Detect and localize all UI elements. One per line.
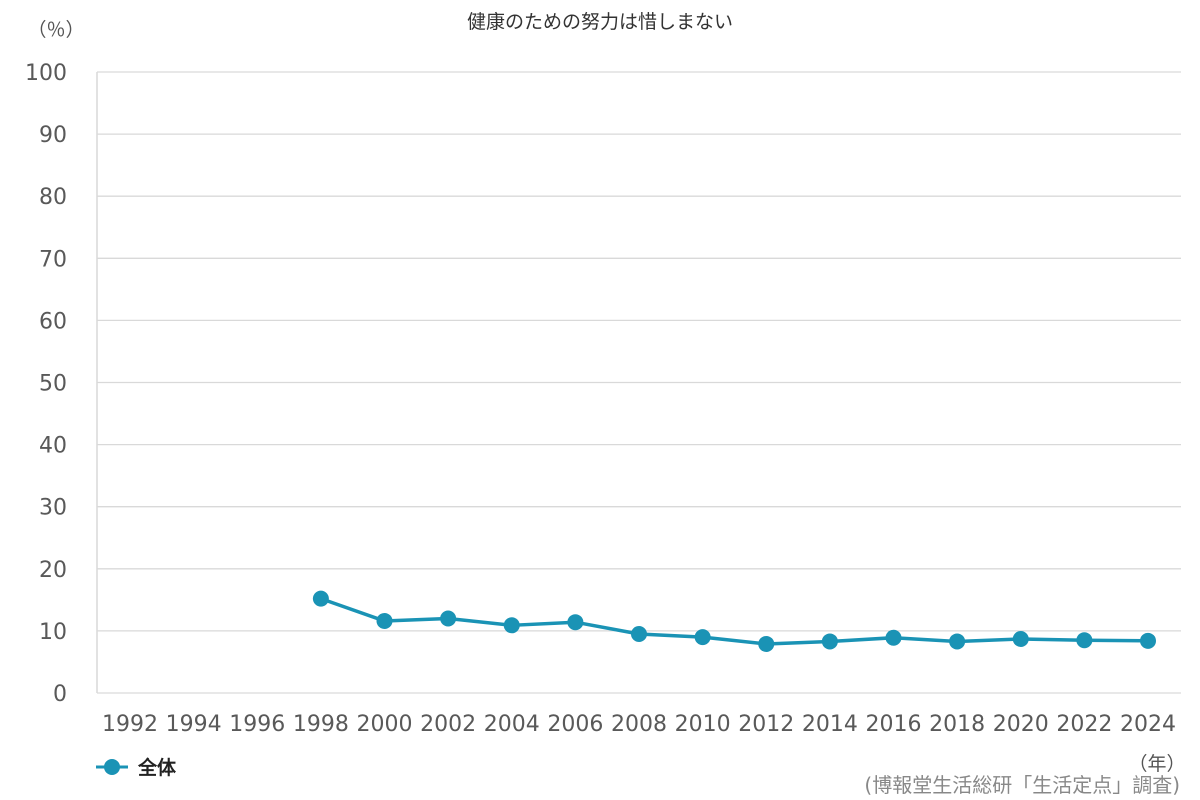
y-tick-label: 30 (39, 496, 67, 521)
data-point (885, 629, 902, 646)
data-point (1012, 630, 1029, 647)
data-point (694, 629, 711, 646)
grid (96, 71, 1181, 694)
x-axis-ticks: 1992 1994 1996 1998 2000 2002 2004 2006 2008 2010… (102, 712, 1176, 737)
x-tick-label: 2022 (1056, 712, 1112, 737)
data-point (440, 610, 457, 627)
y-tick-label: 80 (39, 185, 67, 210)
data-point (376, 612, 393, 629)
y-tick-label: 40 (39, 434, 67, 459)
x-tick-label: 2020 (993, 712, 1049, 737)
x-tick-label: 2010 (675, 712, 731, 737)
x-tick-label: 2006 (547, 712, 603, 737)
data-point (503, 617, 520, 634)
chart-title: 健康のための努力は惜しまない (467, 11, 733, 33)
legend-dot-marker (104, 759, 120, 775)
data-point (758, 635, 775, 652)
data-point (949, 633, 966, 650)
y-tick-label: 90 (39, 123, 67, 148)
x-tick-label: 2012 (738, 712, 794, 737)
x-axis-unit-label: （年） (1128, 753, 1185, 775)
x-tick-label: 2018 (929, 712, 985, 737)
x-tick-label: 1994 (166, 712, 222, 737)
y-tick-label: 70 (39, 247, 67, 272)
y-axis-ticks: 0 10 20 30 40 50 60 70 80 90 100 (25, 61, 67, 707)
y-tick-label: 20 (39, 558, 67, 583)
x-tick-label: 1996 (229, 712, 285, 737)
data-point (631, 626, 647, 643)
y-tick-label: 60 (39, 309, 67, 334)
data-point (312, 590, 329, 607)
legend-label: 全体 (137, 756, 177, 779)
x-tick-label: 2004 (484, 712, 540, 737)
series-layer (312, 590, 1156, 652)
data-point (1140, 632, 1156, 649)
x-tick-label: 2002 (420, 712, 476, 737)
y-tick-label: 10 (39, 620, 67, 645)
x-tick-label: 2008 (611, 712, 667, 737)
data-point (821, 633, 838, 650)
legend: 全体 (96, 756, 177, 779)
x-tick-label: 2024 (1120, 712, 1176, 737)
y-tick-label: 100 (25, 61, 67, 86)
data-point (567, 614, 584, 631)
y-tick-label: 0 (53, 682, 67, 707)
source-note: (博報堂生活総研「生活定点」調査) (864, 773, 1180, 797)
x-tick-label: 1998 (293, 712, 349, 737)
x-tick-label: 1992 (102, 712, 158, 737)
series-line (320, 596, 1149, 646)
x-tick-label: 2000 (357, 712, 413, 737)
y-axis-unit-label: （％） (27, 19, 84, 41)
x-tick-label: 2016 (866, 712, 922, 737)
y-tick-label: 50 (39, 372, 67, 397)
x-tick-label: 2014 (802, 712, 858, 737)
data-point (1076, 632, 1093, 649)
